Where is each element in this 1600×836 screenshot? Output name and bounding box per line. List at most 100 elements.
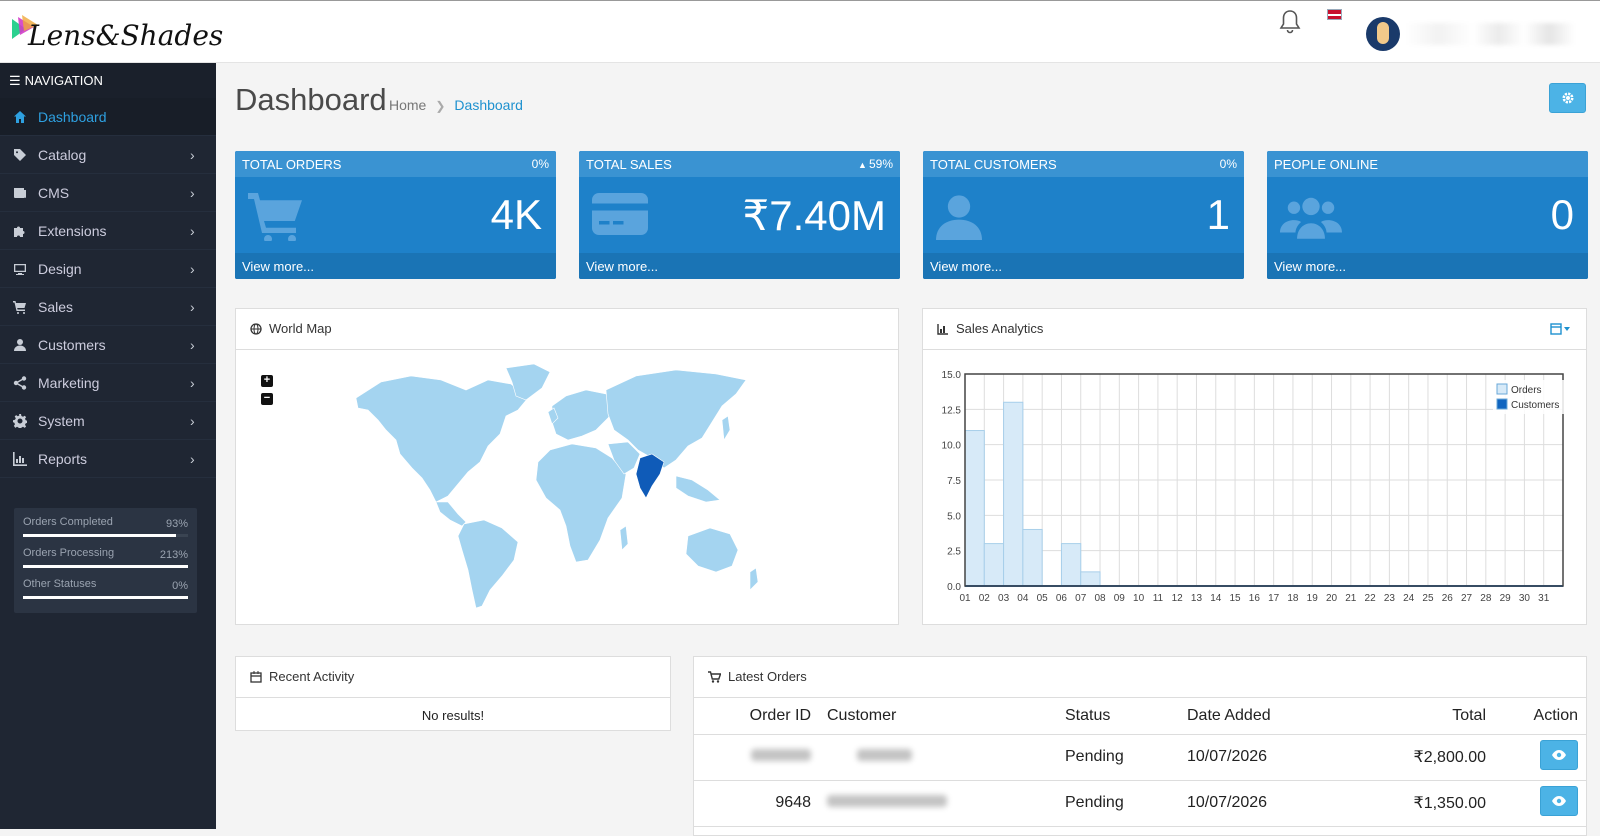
stat-row: Orders Completed 93% — [23, 516, 188, 547]
breadcrumb: Home ❯ Dashboard — [389, 97, 523, 113]
legend-label-customers: Customers — [1511, 400, 1559, 411]
sidebar-item-cms[interactable]: CMS › — [0, 174, 216, 212]
stat-row: Other Statuses 0% — [23, 578, 188, 609]
sidebar-item-sales[interactable]: Sales › — [0, 288, 216, 326]
stat-label: Other Statuses — [23, 578, 97, 590]
tile-total-customers: TOTAL CUSTOMERS 0% 1 View more... — [923, 151, 1244, 279]
user-name-redacted[interactable] — [1405, 23, 1575, 45]
map-madagascar — [619, 525, 629, 551]
sidebar-item-label: Marketing — [38, 375, 100, 391]
breadcrumb-current[interactable]: Dashboard — [454, 97, 523, 113]
col-status[interactable]: Status — [1057, 698, 1179, 735]
customer-cell — [819, 734, 1057, 781]
world-map-panel: World Map + − — [235, 308, 899, 625]
caret-up-icon: ▲ — [858, 160, 867, 170]
legend-label-orders: Orders — [1511, 385, 1542, 396]
chevron-right-icon: › — [190, 147, 195, 163]
top-header: Lens&Shades — [0, 0, 1600, 63]
avatar[interactable] — [1366, 17, 1400, 51]
zoom-out-button[interactable]: − — [261, 393, 273, 405]
x-tick-label: 29 — [1500, 593, 1512, 604]
gear-icon — [13, 414, 27, 428]
view-more-link[interactable]: View more... — [923, 253, 1244, 279]
zoom-in-button[interactable]: + — [261, 375, 273, 387]
chevron-right-icon: › — [190, 185, 195, 201]
sidebar-item-design[interactable]: Design › — [0, 250, 216, 288]
x-tick-label: 15 — [1230, 593, 1242, 604]
share-icon — [13, 376, 27, 390]
x-tick-label: 12 — [1172, 593, 1184, 604]
order-id-cell: 9648 — [694, 780, 819, 827]
legend-swatch-orders — [1496, 383, 1508, 395]
map-india — [635, 453, 665, 499]
sidebar-item-label: Customers — [38, 337, 106, 353]
action-cell — [1494, 780, 1586, 827]
bar-orders-02 — [983, 543, 1005, 587]
sidebar-item-reports[interactable]: Reports › — [0, 440, 216, 478]
empty-message: No results! — [421, 708, 485, 723]
view-order-button[interactable] — [1540, 739, 1578, 770]
panel-heading: World Map — [236, 309, 898, 350]
tile-value: 1 — [1206, 191, 1230, 238]
stat-label: Orders Processing — [23, 547, 115, 559]
view-order-button[interactable] — [1540, 785, 1578, 816]
x-tick-label: 25 — [1422, 593, 1434, 604]
col-total[interactable]: Total — [1349, 698, 1494, 735]
navigation-heading[interactable]: ☰ NAVIGATION — [0, 63, 216, 98]
logo-text: Lens&Shades — [28, 19, 224, 52]
tile-change: 0% — [531, 157, 549, 171]
map-japan — [721, 415, 731, 441]
x-tick-label: 07 — [1075, 593, 1087, 604]
sidebar-item-label: Extensions — [38, 223, 107, 239]
x-tick-label: 26 — [1442, 593, 1454, 604]
sidebar-item-system[interactable]: System › — [0, 402, 216, 440]
col-customer[interactable]: Customer — [819, 698, 1057, 735]
sidebar-item-customers[interactable]: Customers › — [0, 326, 216, 364]
tile-change: 0% — [1219, 157, 1237, 171]
calendar-dropdown-icon[interactable] — [1550, 323, 1572, 335]
home-icon — [14, 111, 26, 123]
sidebar-item-label: Sales — [38, 299, 74, 315]
sidebar-item-label: System — [38, 413, 85, 429]
sidebar-item-catalog[interactable]: Catalog › — [0, 136, 216, 174]
orders-table: Order ID Customer Status Date Added Tota… — [694, 698, 1586, 827]
table-row[interactable]: Pending 10/07/2026 ₹2,800.00 — [694, 734, 1586, 781]
sidebar-item-dashboard[interactable]: Dashboard — [0, 98, 216, 136]
x-tick-label: 19 — [1307, 593, 1319, 604]
bar-orders-03 — [1003, 401, 1024, 587]
flag-icon[interactable] — [1327, 9, 1342, 20]
col-order-id[interactable]: Order ID — [694, 698, 819, 735]
bell-icon[interactable] — [1279, 9, 1301, 35]
col-action: Action — [1494, 698, 1586, 735]
breadcrumb-home[interactable]: Home — [389, 97, 427, 113]
map-north-america — [355, 375, 529, 503]
x-tick-label: 14 — [1210, 593, 1222, 604]
view-more-link[interactable]: View more... — [1267, 253, 1588, 279]
plot-frame — [964, 373, 1564, 587]
chevron-right-icon: › — [190, 375, 195, 391]
status-cell: Pending — [1057, 734, 1179, 781]
sidebar-item-label: CMS — [38, 185, 70, 201]
panel-heading: Latest Orders — [694, 657, 1586, 698]
x-tick-label: 31 — [1538, 593, 1550, 604]
sales-chart: 0.0 2.5 5.0 7.5 10.0 12.5 15.0 01 02 03 04 05 06 07 08… — [942, 370, 1569, 604]
sidebar-item-extensions[interactable]: Extensions › — [0, 212, 216, 250]
stat-row: Orders Processing 213% — [23, 547, 188, 578]
sidebar-item-marketing[interactable]: Marketing › — [0, 364, 216, 402]
x-tick-label: 10 — [1133, 593, 1145, 604]
settings-button[interactable] — [1549, 83, 1586, 113]
table-row[interactable]: 9648 Pending 10/07/2026 ₹1,350.00 — [694, 780, 1586, 827]
bar-orders-07 — [1080, 571, 1101, 587]
logo[interactable]: Lens&Shades — [12, 13, 223, 53]
x-tick-label: 13 — [1191, 593, 1203, 604]
x-tick-label: 27 — [1461, 593, 1473, 604]
world-map[interactable] — [236, 350, 900, 626]
view-more-link[interactable]: View more... — [235, 253, 556, 279]
x-tick-label: 23 — [1384, 593, 1396, 604]
map-europe — [551, 389, 617, 441]
col-date-added[interactable]: Date Added — [1179, 698, 1349, 735]
tile-title: TOTAL SALES — [586, 157, 672, 172]
x-tick-label: 09 — [1114, 593, 1126, 604]
chevron-right-icon: › — [190, 223, 195, 239]
view-more-link[interactable]: View more... — [579, 253, 900, 279]
